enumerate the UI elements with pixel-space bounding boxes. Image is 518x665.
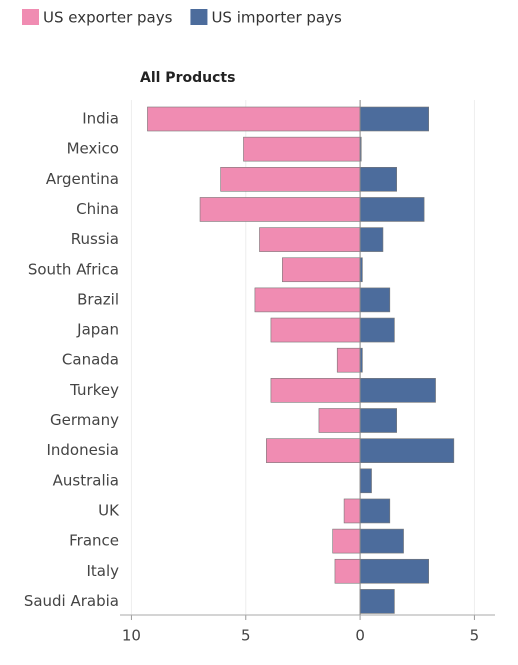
bar: [359, 408, 397, 433]
bar: [270, 378, 361, 403]
y-tick-label: Indonesia: [46, 441, 119, 459]
bar: [259, 227, 361, 252]
bar: [282, 257, 361, 283]
bar: [266, 438, 361, 463]
bar: [359, 287, 391, 313]
chart-title: All Products: [140, 70, 235, 86]
bar: [220, 167, 361, 192]
bar: [334, 558, 361, 584]
bar: [147, 106, 361, 132]
bar: [359, 438, 455, 463]
bar: [359, 589, 395, 614]
y-tick-label: Canada: [62, 351, 119, 369]
y-tick-label: Russia: [71, 230, 119, 248]
y-tick-label: Germany: [50, 411, 119, 429]
bar: [254, 287, 361, 313]
y-tick-label: Australia: [53, 471, 119, 489]
y-tick-label: Italy: [86, 562, 119, 580]
bar: [343, 498, 361, 524]
legend-swatch: [190, 9, 208, 25]
x-tick-label: 10: [122, 627, 141, 645]
bar: [332, 528, 361, 554]
legend-swatch: [22, 9, 39, 25]
x-tick-label: 0: [355, 627, 365, 645]
bar: [359, 558, 429, 584]
y-tick-label: Saudi Arabia: [24, 592, 119, 610]
bar: [359, 167, 397, 192]
bar: [199, 197, 361, 222]
bar: [270, 317, 361, 343]
bar: [359, 378, 436, 403]
bar: [336, 347, 361, 373]
bar: [243, 136, 361, 162]
bar: [359, 317, 395, 343]
bar: [359, 468, 372, 494]
bar: [359, 227, 384, 252]
y-tick-label: India: [82, 110, 119, 128]
y-tick-label: Argentina: [46, 170, 119, 188]
legend-label: US exporter pays: [43, 9, 173, 27]
y-tick-label: Turkey: [69, 381, 119, 399]
bar: [359, 528, 404, 554]
bar: [359, 498, 391, 524]
y-tick-label: South Africa: [28, 260, 119, 278]
x-tick-label: 5: [241, 627, 251, 645]
legend-label: US importer pays: [211, 9, 342, 27]
y-tick-label: France: [69, 532, 119, 550]
x-tick-label: 5: [470, 627, 480, 645]
y-tick-label: Brazil: [77, 290, 119, 308]
bar: [318, 408, 361, 433]
bar: [359, 106, 429, 132]
y-tick-label: Mexico: [67, 140, 119, 158]
y-tick-label: Japan: [76, 321, 119, 339]
bar: [359, 197, 425, 222]
y-tick-label: UK: [98, 501, 120, 519]
y-tick-label: China: [76, 200, 119, 218]
